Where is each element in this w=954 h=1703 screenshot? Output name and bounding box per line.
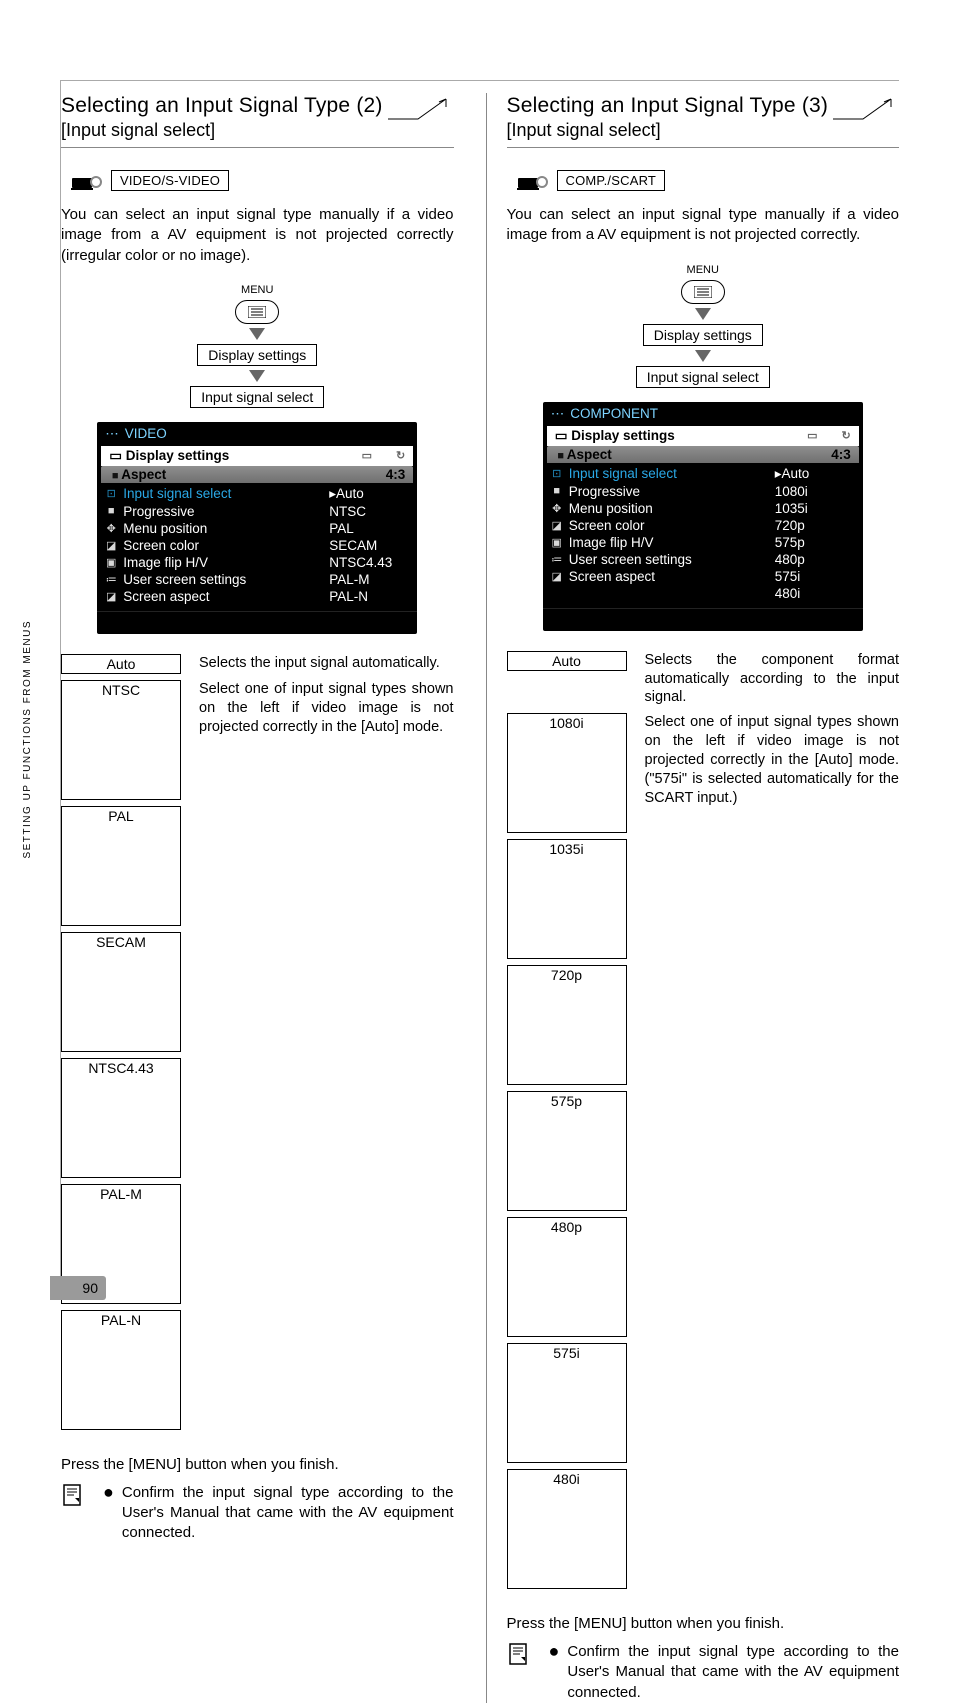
opt-item: 720p [507, 965, 627, 1085]
opt-auto-desc: Selects the input signal automatically. [199, 654, 454, 673]
osd-section-header: ▭ Display settings▭↻ [101, 446, 413, 466]
page-number: 90 [50, 1276, 106, 1300]
heading-callout-line [833, 97, 897, 131]
osd-row: ⊡Input signal select▸Auto [551, 465, 855, 483]
right-options: Auto Selects the component format automa… [507, 651, 900, 1596]
right-note: ● Confirm the input signal type accordin… [507, 1642, 900, 1703]
refresh-icon: ↻ [842, 429, 851, 442]
left-note-text: Confirm the input signal type according … [122, 1483, 454, 1544]
left-column: Selecting an Input Signal Type (2) [Inpu… [61, 93, 454, 1703]
osd-row: ■ProgressiveNTSC [105, 503, 409, 520]
left-intro: You can select an input signal type manu… [61, 205, 454, 266]
osd-row: ◪Screen aspectPAL-N [105, 588, 409, 605]
osd-title: ⋯VIDEO [97, 422, 417, 446]
opt-auto: Auto [507, 651, 627, 671]
tab-icon: ▭ [807, 429, 817, 442]
page-frame: Selecting an Input Signal Type (2) [Inpu… [60, 80, 899, 1282]
osd-screenshot-right: ⋯COMPONENT▭ Display settings▭↻■Aspect4:3… [543, 402, 863, 631]
projector-icon [71, 171, 103, 191]
flow-step-2: Input signal select [636, 366, 770, 388]
right-note-text: Confirm the input signal type according … [567, 1642, 899, 1703]
osd-row: ▣Image flip H/VNTSC4.43 [105, 554, 409, 571]
right-column: Selecting an Input Signal Type (3) [Inpu… [486, 93, 900, 1703]
bullet-icon: ● [549, 1642, 560, 1703]
osd-row: ◪Screen color720p [551, 517, 855, 534]
right-intro: You can select an input signal type manu… [507, 205, 900, 246]
right-flow: MENU Display settings Input signal selec… [507, 264, 900, 388]
note-icon [61, 1483, 89, 1514]
opt-item: 480i [507, 1469, 627, 1589]
opt-item: NTSC4.43 [61, 1058, 181, 1178]
opt-item: NTSC [61, 680, 181, 800]
opt-list-desc: Select one of input signal types shown o… [199, 680, 454, 737]
opt-item: 1035i [507, 839, 627, 959]
osd-row: ■Aspect4:3 [101, 466, 413, 483]
tab-icon: ▭ [362, 449, 372, 462]
osd-row: ✥Menu positionPAL [105, 520, 409, 537]
osd-row: ✥Menu position1035i [551, 500, 855, 517]
source-label-right: COMP./SCART [557, 170, 666, 191]
opt-item: PAL-N [61, 1310, 181, 1430]
heading-callout-line [388, 97, 452, 131]
flow-step-2: Input signal select [190, 386, 324, 408]
left-flow: MENU Display settings Input signal selec… [61, 284, 454, 408]
osd-row: ⊡Input signal select▸Auto [105, 485, 409, 503]
arrow-down-icon [695, 350, 711, 362]
menu-label: MENU [241, 284, 273, 296]
osd-row: 480i [551, 585, 855, 602]
osd-title: ⋯COMPONENT [543, 402, 863, 426]
osd-section-header: ▭ Display settings▭↻ [547, 426, 859, 446]
menu-button-icon [235, 300, 279, 324]
osd-row: ◪Screen colorSECAM [105, 537, 409, 554]
bullet-icon: ● [103, 1483, 114, 1544]
menu-label: MENU [687, 264, 719, 276]
arrow-down-icon [695, 308, 711, 320]
opt-list-desc: Select one of input signal types shown o… [645, 713, 900, 807]
opt-auto-desc: Selects the component format automatical… [645, 651, 900, 708]
left-options: Auto Selects the input signal automatica… [61, 654, 454, 1436]
osd-row: ■Aspect4:3 [547, 446, 859, 463]
osd-row: ■Progressive1080i [551, 483, 855, 500]
note-icon [507, 1642, 535, 1673]
side-label: SETTING UP FUNCTIONS FROM MENUS [22, 620, 33, 859]
osd-screenshot-left: ⋯VIDEO▭ Display settings▭↻■Aspect4:3⊡Inp… [97, 422, 417, 634]
refresh-icon: ↻ [396, 449, 405, 462]
arrow-down-icon [249, 370, 265, 382]
right-finish: Press the [MENU] button when you finish. [507, 1615, 900, 1632]
opt-item: 480p [507, 1217, 627, 1337]
osd-row: ≔User screen settings480p [551, 551, 855, 568]
osd-row: ≔User screen settingsPAL-M [105, 571, 409, 588]
opt-auto: Auto [61, 654, 181, 674]
osd-row: ◪Screen aspect575i [551, 568, 855, 585]
opt-item: SECAM [61, 932, 181, 1052]
opt-item: 1080i [507, 713, 627, 833]
arrow-down-icon [249, 328, 265, 340]
osd-row: ▣Image flip H/V575p [551, 534, 855, 551]
opt-item: PAL [61, 806, 181, 926]
source-label-left: VIDEO/S-VIDEO [111, 170, 229, 191]
left-note: ● Confirm the input signal type accordin… [61, 1483, 454, 1544]
opt-item: 575p [507, 1091, 627, 1211]
opt-item: 575i [507, 1343, 627, 1463]
left-finish: Press the [MENU] button when you finish. [61, 1456, 454, 1473]
menu-button-icon [681, 280, 725, 304]
projector-icon [517, 171, 549, 191]
flow-step-1: Display settings [197, 344, 317, 366]
flow-step-1: Display settings [643, 324, 763, 346]
